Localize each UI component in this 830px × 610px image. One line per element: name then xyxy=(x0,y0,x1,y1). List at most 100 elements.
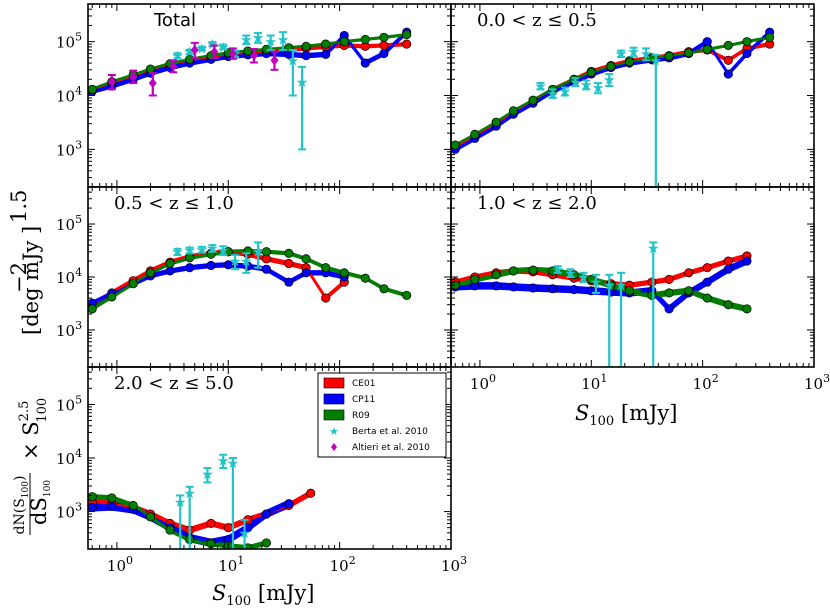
point-ce01 xyxy=(402,39,412,49)
x-title-sub-right: 100 xyxy=(589,414,614,429)
point-ce01 xyxy=(284,258,294,269)
point-r09 xyxy=(470,129,480,139)
panels-layer: ★★★★★★★★★★★★103104105Total★★★★★★★★★★★0.0… xyxy=(56,3,830,575)
x-tick-base: 10 xyxy=(441,557,460,575)
star-marker: ★ xyxy=(196,243,209,259)
panel-2: ★ ★ ★★★ ★★★ ★ ★★0.0 < z ≤ 0.5 xyxy=(450,3,815,188)
point-r09 xyxy=(664,288,674,298)
point-r09 xyxy=(88,304,97,314)
y-tick-label: 104 xyxy=(56,266,82,287)
diamond-marker xyxy=(210,46,219,57)
point-r09 xyxy=(470,274,480,284)
point-ce01 xyxy=(223,523,233,533)
y-tick-base: 10 xyxy=(56,396,75,414)
y-tick-base: 10 xyxy=(56,504,75,522)
point-r09 xyxy=(684,48,694,58)
x-tick-label: 101 xyxy=(581,372,607,393)
star-marker: ★ xyxy=(615,278,628,294)
x-tick-exp: 1 xyxy=(237,554,244,567)
point-r09 xyxy=(107,292,117,302)
point-r09 xyxy=(301,254,311,264)
y-title-frac-den-text: dS100 xyxy=(27,480,53,525)
point-r09 xyxy=(742,304,752,314)
diamond-marker xyxy=(129,72,138,83)
diamond-marker xyxy=(190,44,199,55)
star-marker: ★ xyxy=(196,41,209,57)
y-title-times: × S xyxy=(19,421,43,460)
panel-label: 0.5 < z ≤ 1.0 xyxy=(114,193,234,214)
point-r09 xyxy=(606,61,616,71)
x-tick-label: 103 xyxy=(441,554,467,575)
panel-label: 2.0 < z ≤ 5.0 xyxy=(114,373,234,394)
star-marker: ★ xyxy=(229,254,242,270)
x-tick-exp: 2 xyxy=(349,554,356,567)
star-marker: ★ xyxy=(615,47,628,63)
star-marker: ★ xyxy=(217,453,230,469)
star-marker: ★ xyxy=(577,270,590,286)
y-title-times-sub: 100 xyxy=(35,398,50,423)
y-tick-label: 103 xyxy=(56,319,82,340)
star-marker: ★ xyxy=(227,456,240,472)
point-r09 xyxy=(145,64,155,74)
point-r09 xyxy=(284,248,294,258)
point-ce01 xyxy=(723,256,733,266)
point-cp11 xyxy=(284,499,294,509)
x-title-symbol: S xyxy=(212,581,226,605)
y-title-frac-num-close: ) xyxy=(12,476,28,481)
star-marker: ★ xyxy=(627,45,640,61)
x-tick-base: 10 xyxy=(804,375,823,393)
point-r09 xyxy=(491,270,501,280)
point-r09 xyxy=(508,266,518,276)
point-cp11 xyxy=(261,509,271,519)
point-r09 xyxy=(765,32,775,42)
y-tick-exp: 4 xyxy=(75,85,82,98)
y-tick-base: 10 xyxy=(56,34,75,52)
panel-ticks xyxy=(88,3,452,188)
star-marker: ★ xyxy=(590,275,603,291)
star-marker: ★ xyxy=(240,32,253,48)
panel-frame xyxy=(87,3,452,188)
point-r09 xyxy=(360,34,370,44)
point-cp11 xyxy=(261,264,271,274)
x-tick-base: 10 xyxy=(581,375,600,393)
line-cp11 xyxy=(454,31,771,151)
point-cp11 xyxy=(491,281,501,291)
star-marker: ★ xyxy=(650,53,663,69)
y-tick-base: 10 xyxy=(56,269,75,287)
point-r09 xyxy=(702,293,712,303)
star-marker: ★ xyxy=(546,86,559,102)
point-r09 xyxy=(379,32,389,42)
panel-plot-area: ★★★★★★★★★★★★ xyxy=(88,27,412,151)
point-cp11 xyxy=(508,282,518,292)
y-title-frac-den: dS xyxy=(27,497,51,525)
point-r09 xyxy=(508,106,518,116)
star-marker: ★ xyxy=(569,75,582,91)
star-marker: ★ xyxy=(296,75,309,91)
y-tick-label: 104 xyxy=(56,447,82,468)
x-tick-exp: 0 xyxy=(126,554,133,567)
point-cp11 xyxy=(664,304,674,314)
star-marker: ★ xyxy=(603,72,616,88)
y-tick-label: 103 xyxy=(56,501,82,522)
point-r09 xyxy=(684,286,694,296)
star-marker: ★ xyxy=(647,241,660,257)
x-title-symbol-right: S xyxy=(575,401,589,425)
point-r09 xyxy=(586,67,596,77)
panel-frame xyxy=(450,186,815,368)
band-ce01 xyxy=(455,253,747,288)
y-title-unit-sup1: −2 xyxy=(7,262,31,293)
point-ce01 xyxy=(306,488,316,498)
point-cp11 xyxy=(88,502,97,512)
diamond-marker xyxy=(270,55,279,66)
point-r09 xyxy=(128,279,138,289)
y-tick-base: 10 xyxy=(56,322,75,340)
x-axis-title-bottom: S100 [mJy] xyxy=(212,581,314,609)
x-tick-base: 10 xyxy=(218,557,237,575)
y-tick-exp: 3 xyxy=(75,138,82,151)
point-r09 xyxy=(165,258,175,269)
star-marker: ★ xyxy=(534,79,547,95)
